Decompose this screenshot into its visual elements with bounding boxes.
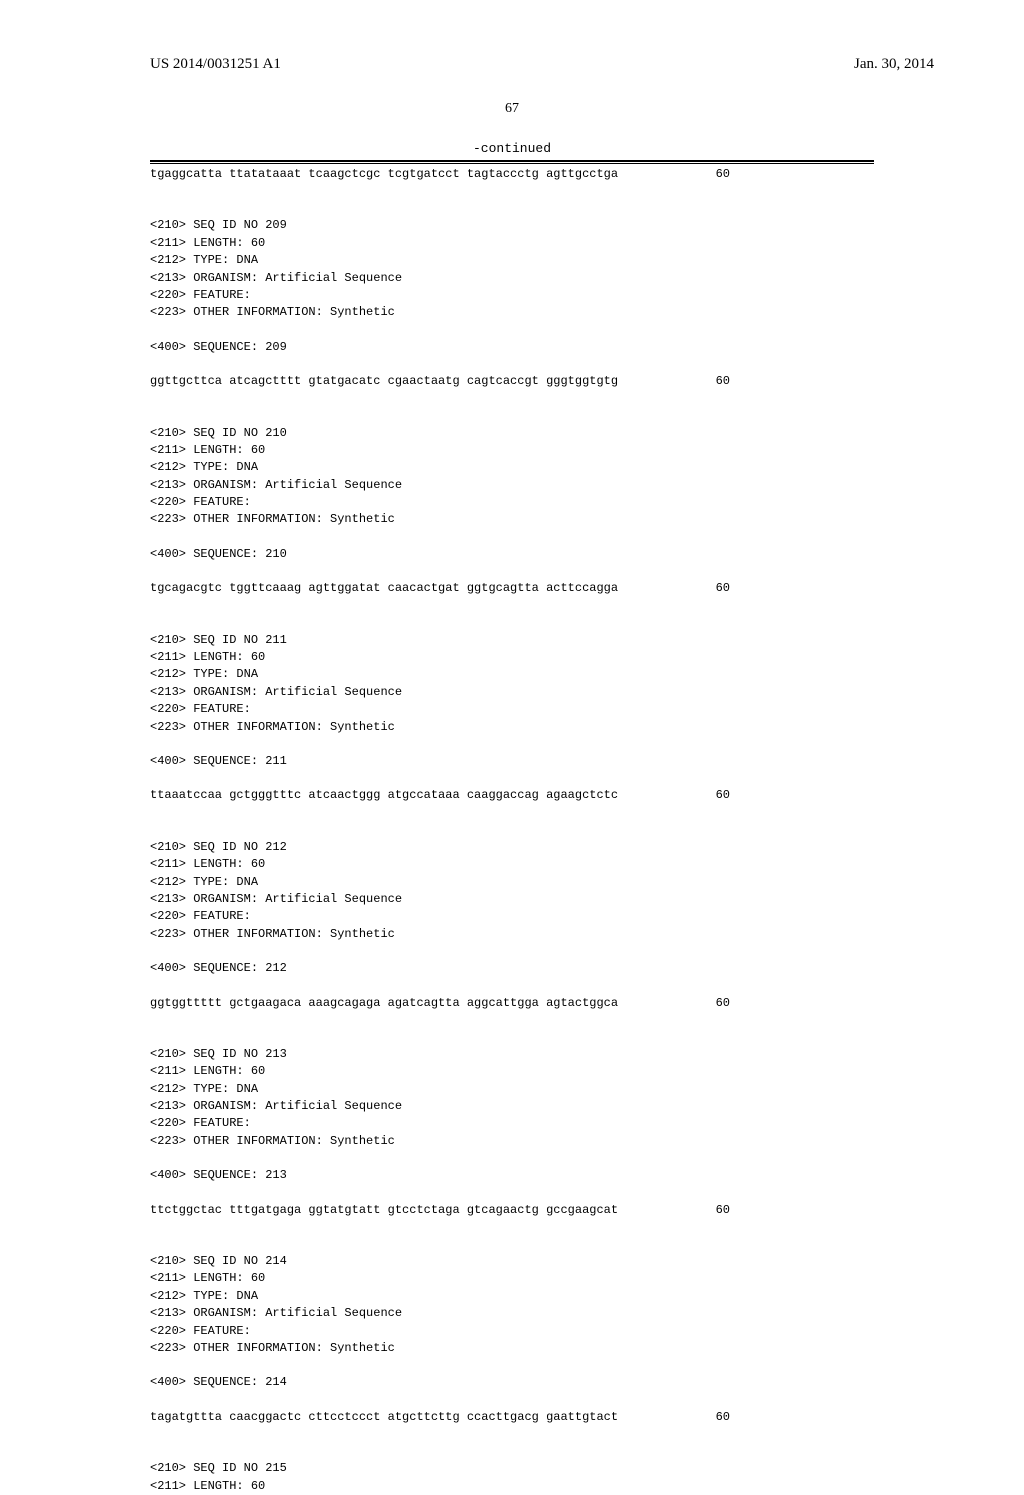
sequence-position: 60 (716, 166, 730, 183)
meta-line: <211> LENGTH: 60 (150, 1478, 874, 1495)
sequence-line: ggttgcttca atcagctttt gtatgacatc cgaacta… (150, 373, 730, 390)
sequence-text: ttctggctac tttgatgaga ggtatgtatt gtcctct… (150, 1202, 618, 1219)
meta-line: <210> SEQ ID NO 210 (150, 425, 874, 442)
sequence-text: tgcagacgtc tggttcaaag agttggatat caacact… (150, 580, 618, 597)
sequence-position: 60 (716, 787, 730, 804)
meta-line: <213> ORGANISM: Artificial Sequence (150, 891, 874, 908)
sequence-position: 60 (716, 1409, 730, 1426)
meta-line: <211> LENGTH: 60 (150, 442, 874, 459)
publication-date: Jan. 30, 2014 (854, 56, 934, 73)
sequence-listing: tgaggcatta ttatataaat tcaagctcgc tcgtgat… (150, 166, 874, 1495)
sequence-line: ttaaatccaa gctgggtttc atcaactggg atgccat… (150, 787, 730, 804)
blank-line (150, 805, 874, 839)
blank-line (150, 1219, 874, 1253)
sequence-line: tgaggcatta ttatataaat tcaagctcgc tcgtgat… (150, 166, 730, 183)
blank-line (150, 598, 874, 632)
blank-line (150, 356, 874, 373)
meta-line: <212> TYPE: DNA (150, 666, 874, 683)
blank-line (150, 1150, 874, 1167)
meta-line: <213> ORGANISM: Artificial Sequence (150, 684, 874, 701)
meta-line: <220> FEATURE: (150, 701, 874, 718)
meta-line: <212> TYPE: DNA (150, 1081, 874, 1098)
blank-line (150, 1426, 874, 1460)
meta-line: <210> SEQ ID NO 212 (150, 839, 874, 856)
meta-line: <220> FEATURE: (150, 908, 874, 925)
meta-line: <210> SEQ ID NO 209 (150, 217, 874, 234)
meta-line: <220> FEATURE: (150, 287, 874, 304)
sequence-text: ggttgcttca atcagctttt gtatgacatc cgaacta… (150, 373, 618, 390)
meta-line: <212> TYPE: DNA (150, 874, 874, 891)
meta-line: <400> SEQUENCE: 210 (150, 546, 874, 563)
blank-line (150, 183, 874, 217)
meta-line: <210> SEQ ID NO 211 (150, 632, 874, 649)
meta-line: <220> FEATURE: (150, 1115, 874, 1132)
blank-line (150, 563, 874, 580)
continued-label: -continued (150, 141, 874, 156)
meta-line: <211> LENGTH: 60 (150, 1063, 874, 1080)
meta-line: <220> FEATURE: (150, 494, 874, 511)
rule-top (150, 160, 874, 162)
blank-line (150, 736, 874, 753)
blank-line (150, 978, 874, 995)
continued-block: -continued (150, 141, 874, 164)
page-header: US 2014/0031251 A1 Jan. 30, 2014 (0, 0, 1024, 73)
sequence-position: 60 (716, 1202, 730, 1219)
blank-line (150, 943, 874, 960)
meta-line: <223> OTHER INFORMATION: Synthetic (150, 719, 874, 736)
sequence-position: 60 (716, 995, 730, 1012)
meta-line: <212> TYPE: DNA (150, 252, 874, 269)
meta-line: <211> LENGTH: 60 (150, 649, 874, 666)
blank-line (150, 770, 874, 787)
blank-line (150, 322, 874, 339)
page-number: 67 (0, 101, 1024, 117)
meta-line: <211> LENGTH: 60 (150, 1270, 874, 1287)
meta-line: <223> OTHER INFORMATION: Synthetic (150, 1340, 874, 1357)
sequence-position: 60 (716, 373, 730, 390)
meta-line: <223> OTHER INFORMATION: Synthetic (150, 926, 874, 943)
meta-line: <213> ORGANISM: Artificial Sequence (150, 1098, 874, 1115)
meta-line: <210> SEQ ID NO 215 (150, 1460, 874, 1477)
sequence-line: tagatgttta caacggactc cttcctccct atgcttc… (150, 1409, 730, 1426)
meta-line: <223> OTHER INFORMATION: Synthetic (150, 511, 874, 528)
meta-line: <400> SEQUENCE: 212 (150, 960, 874, 977)
blank-line (150, 529, 874, 546)
meta-line: <210> SEQ ID NO 214 (150, 1253, 874, 1270)
sequence-text: tgaggcatta ttatataaat tcaagctcgc tcgtgat… (150, 166, 618, 183)
meta-line: <210> SEQ ID NO 213 (150, 1046, 874, 1063)
meta-line: <223> OTHER INFORMATION: Synthetic (150, 304, 874, 321)
blank-line (150, 1012, 874, 1046)
meta-line: <213> ORGANISM: Artificial Sequence (150, 477, 874, 494)
rule-bottom (150, 163, 874, 164)
sequence-line: tgcagacgtc tggttcaaag agttggatat caacact… (150, 580, 730, 597)
meta-line: <211> LENGTH: 60 (150, 856, 874, 873)
meta-line: <223> OTHER INFORMATION: Synthetic (150, 1133, 874, 1150)
meta-line: <400> SEQUENCE: 213 (150, 1167, 874, 1184)
meta-line: <212> TYPE: DNA (150, 459, 874, 476)
blank-line (150, 1392, 874, 1409)
meta-line: <400> SEQUENCE: 211 (150, 753, 874, 770)
sequence-line: ttctggctac tttgatgaga ggtatgtatt gtcctct… (150, 1202, 730, 1219)
sequence-position: 60 (716, 580, 730, 597)
meta-line: <400> SEQUENCE: 209 (150, 339, 874, 356)
meta-line: <220> FEATURE: (150, 1323, 874, 1340)
meta-line: <213> ORGANISM: Artificial Sequence (150, 270, 874, 287)
sequence-text: ggtggttttt gctgaagaca aaagcagaga agatcag… (150, 995, 618, 1012)
sequence-line: ggtggttttt gctgaagaca aaagcagaga agatcag… (150, 995, 730, 1012)
sequence-text: ttaaatccaa gctgggtttc atcaactggg atgccat… (150, 787, 618, 804)
blank-line (150, 391, 874, 425)
blank-line (150, 1357, 874, 1374)
meta-line: <400> SEQUENCE: 214 (150, 1374, 874, 1391)
publication-number: US 2014/0031251 A1 (150, 56, 281, 73)
sequence-text: tagatgttta caacggactc cttcctccct atgcttc… (150, 1409, 618, 1426)
meta-line: <211> LENGTH: 60 (150, 235, 874, 252)
blank-line (150, 1185, 874, 1202)
meta-line: <212> TYPE: DNA (150, 1288, 874, 1305)
